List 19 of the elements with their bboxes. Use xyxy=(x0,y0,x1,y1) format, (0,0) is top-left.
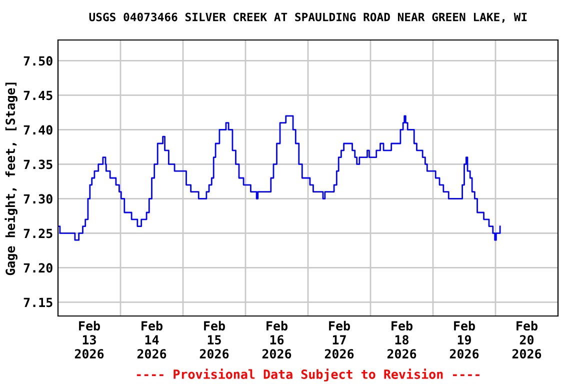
x-tick-label: Feb 14 2026 xyxy=(137,320,166,359)
x-tick-label: Feb 20 2026 xyxy=(512,320,542,359)
y-tick-label: 7.25 xyxy=(24,228,52,238)
x-tick-label: Feb 16 2026 xyxy=(262,320,292,359)
y-axis-title: Gage height, feet, [Stage] xyxy=(4,82,18,276)
x-tick-label: Feb 17 2026 xyxy=(324,320,354,359)
y-tick-label: 7.45 xyxy=(24,90,52,100)
y-tick-label: 7.20 xyxy=(24,263,52,273)
y-tick-label: 7.30 xyxy=(24,194,52,204)
chart-title: USGS 04073466 SILVER CREEK AT SPAULDING ROAD NEAR GREEN LAKE, WI xyxy=(89,12,527,23)
y-tick-label: 7.40 xyxy=(24,125,52,135)
y-tick-label: 7.35 xyxy=(24,160,52,170)
text: ---- Provisional Data Subject to Revision ---- xyxy=(136,368,480,382)
x-tick-label: Feb 13 2026 xyxy=(74,320,104,359)
y-tick-label: 7.50 xyxy=(24,56,52,66)
x-tick-label: Feb 19 2026 xyxy=(450,320,479,359)
x-tick-label: Feb 15 2026 xyxy=(200,320,229,359)
y-tick-label: 7.15 xyxy=(24,298,52,308)
x-tick-label: Feb 18 2026 xyxy=(387,320,416,359)
